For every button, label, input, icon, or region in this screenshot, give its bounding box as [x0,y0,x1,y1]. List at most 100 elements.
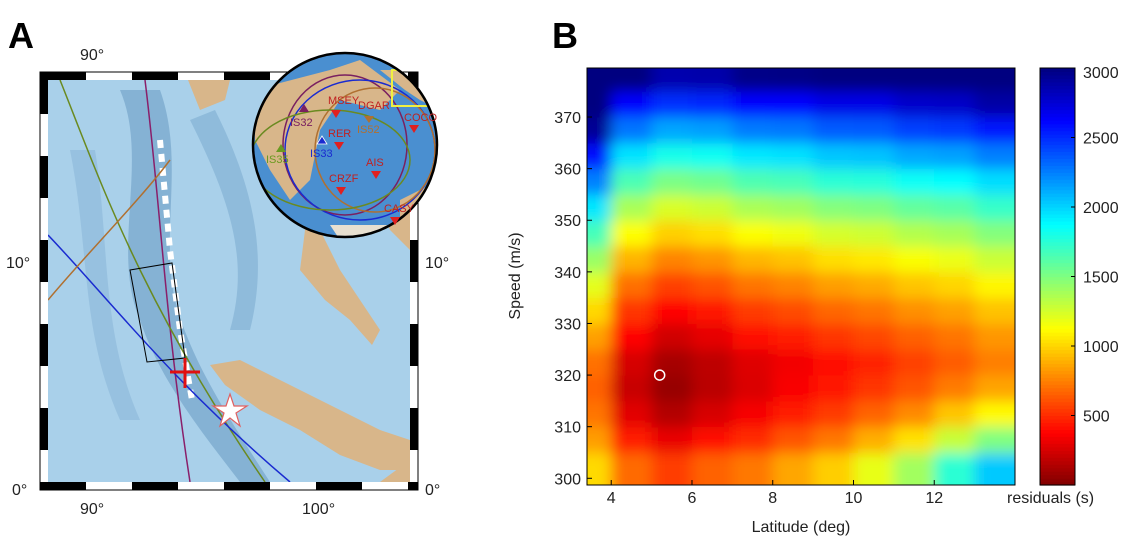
colorbar-segment [1040,95,1075,100]
heat-cell [974,68,1015,92]
y-tick-label: 300 [554,471,581,488]
heat-cell [813,117,854,144]
colorbar-segment [1040,161,1075,166]
station-label: CRZF [329,173,359,185]
colorbar-segment [1040,453,1075,458]
heat-cell [732,194,774,221]
colorbar-segment [1040,273,1075,278]
colorbar-segment [1040,283,1075,288]
panel-label: B [552,15,578,56]
heat-cell [853,246,895,273]
heat-cell [691,400,733,428]
heat-cell [691,91,733,118]
colorbar-segment [1040,234,1075,239]
heat-cell [587,142,612,170]
colorbar-segment [1040,293,1075,298]
heat-cell [853,142,895,170]
colorbar-segment [1040,175,1075,180]
heat-cell [893,297,935,324]
heat-cell [853,426,895,453]
colorbar-segment [1040,478,1075,483]
heat-cell [732,246,774,273]
y-tick-label: 360 [554,162,581,179]
colorbar-segment [1040,467,1075,472]
x-tick-label: 8 [768,490,777,507]
heat-cell [853,452,895,485]
heat-cell [893,375,935,402]
map-tick-label: 10° [6,255,30,272]
heat-cell [691,194,733,221]
heat-cell [934,375,976,402]
heat-cell [732,91,774,118]
colorbar-segment [1040,339,1075,344]
colorbar-segment [1040,346,1075,351]
heat-cell [853,400,895,428]
colorbar-segment [1040,380,1075,385]
heat-cell [732,142,774,170]
heat-cell [934,194,976,221]
colorbar-segment [1040,130,1075,135]
heat-cell [772,375,814,402]
heat-cell [974,142,1015,170]
heat-cell [651,142,693,170]
x-tick-label: 12 [925,490,943,507]
x-tick-label: 10 [845,490,863,507]
map: IS32 MSEY DGAR IS52 RER COCO IS35 IS33 A… [39,51,439,491]
heat-cell [587,349,612,376]
colorbar-segment [1040,450,1075,455]
heat-cell [732,168,774,195]
colorbar-segment [1040,425,1075,430]
heat-cell [853,349,895,376]
colorbar-segment [1040,99,1075,104]
colorbar-segment [1040,113,1075,118]
heat-cell [934,349,976,376]
colorbar-segment [1040,311,1075,316]
heat-cell [853,117,895,144]
heat-cell [732,323,774,350]
heat-cell [587,297,612,324]
colorbar-segment [1040,255,1075,260]
colorbar-segment [1040,140,1075,146]
heat-cell [853,375,895,402]
heat-cell [651,297,693,324]
station-label: IS33 [310,148,333,160]
heat-cell [813,246,854,273]
heat-cell [772,68,814,92]
heat-cell [853,323,895,350]
heat-cell [934,220,976,247]
heat-cell [772,220,814,247]
heat-cell [611,142,653,170]
colorbar-segment [1040,394,1075,399]
heat-cell [813,349,854,376]
heat-cell [611,452,653,485]
colorbar-segment [1040,220,1075,225]
colorbar-segment [1040,464,1075,469]
heat-cell [587,452,612,485]
heat-cell [893,426,935,453]
heat-cell [587,68,612,92]
colorbar-segment [1040,279,1075,285]
colorbar-segment [1040,109,1075,114]
y-tick-label: 340 [554,265,581,282]
heat-cell [772,168,814,195]
colorbar-segment [1040,116,1075,121]
colorbar-segment [1040,147,1075,152]
heat-cell [772,452,814,485]
heat-cell [853,91,895,118]
plot-overlay: 4 6 8 10 12 300 310 320 330 340 350 360 370 500 1000 15… [554,65,1118,507]
heat-cell [691,323,733,350]
colorbar-segment [1040,137,1075,142]
station-label: IS52 [357,124,380,136]
heat-cell [651,271,693,299]
heat-cell [651,400,693,428]
colorbar-segment [1040,245,1075,250]
colorbar-tick-label: 1500 [1083,270,1119,287]
colorbar-segment [1040,446,1075,451]
colorbar-segment [1040,269,1075,274]
colorbar-segment [1040,307,1075,312]
heat-cell [772,194,814,221]
heat-cell [611,400,653,428]
heat-cell [974,349,1015,376]
heat-cell [691,168,733,195]
colorbar-label: residuals (s) [1007,490,1094,507]
